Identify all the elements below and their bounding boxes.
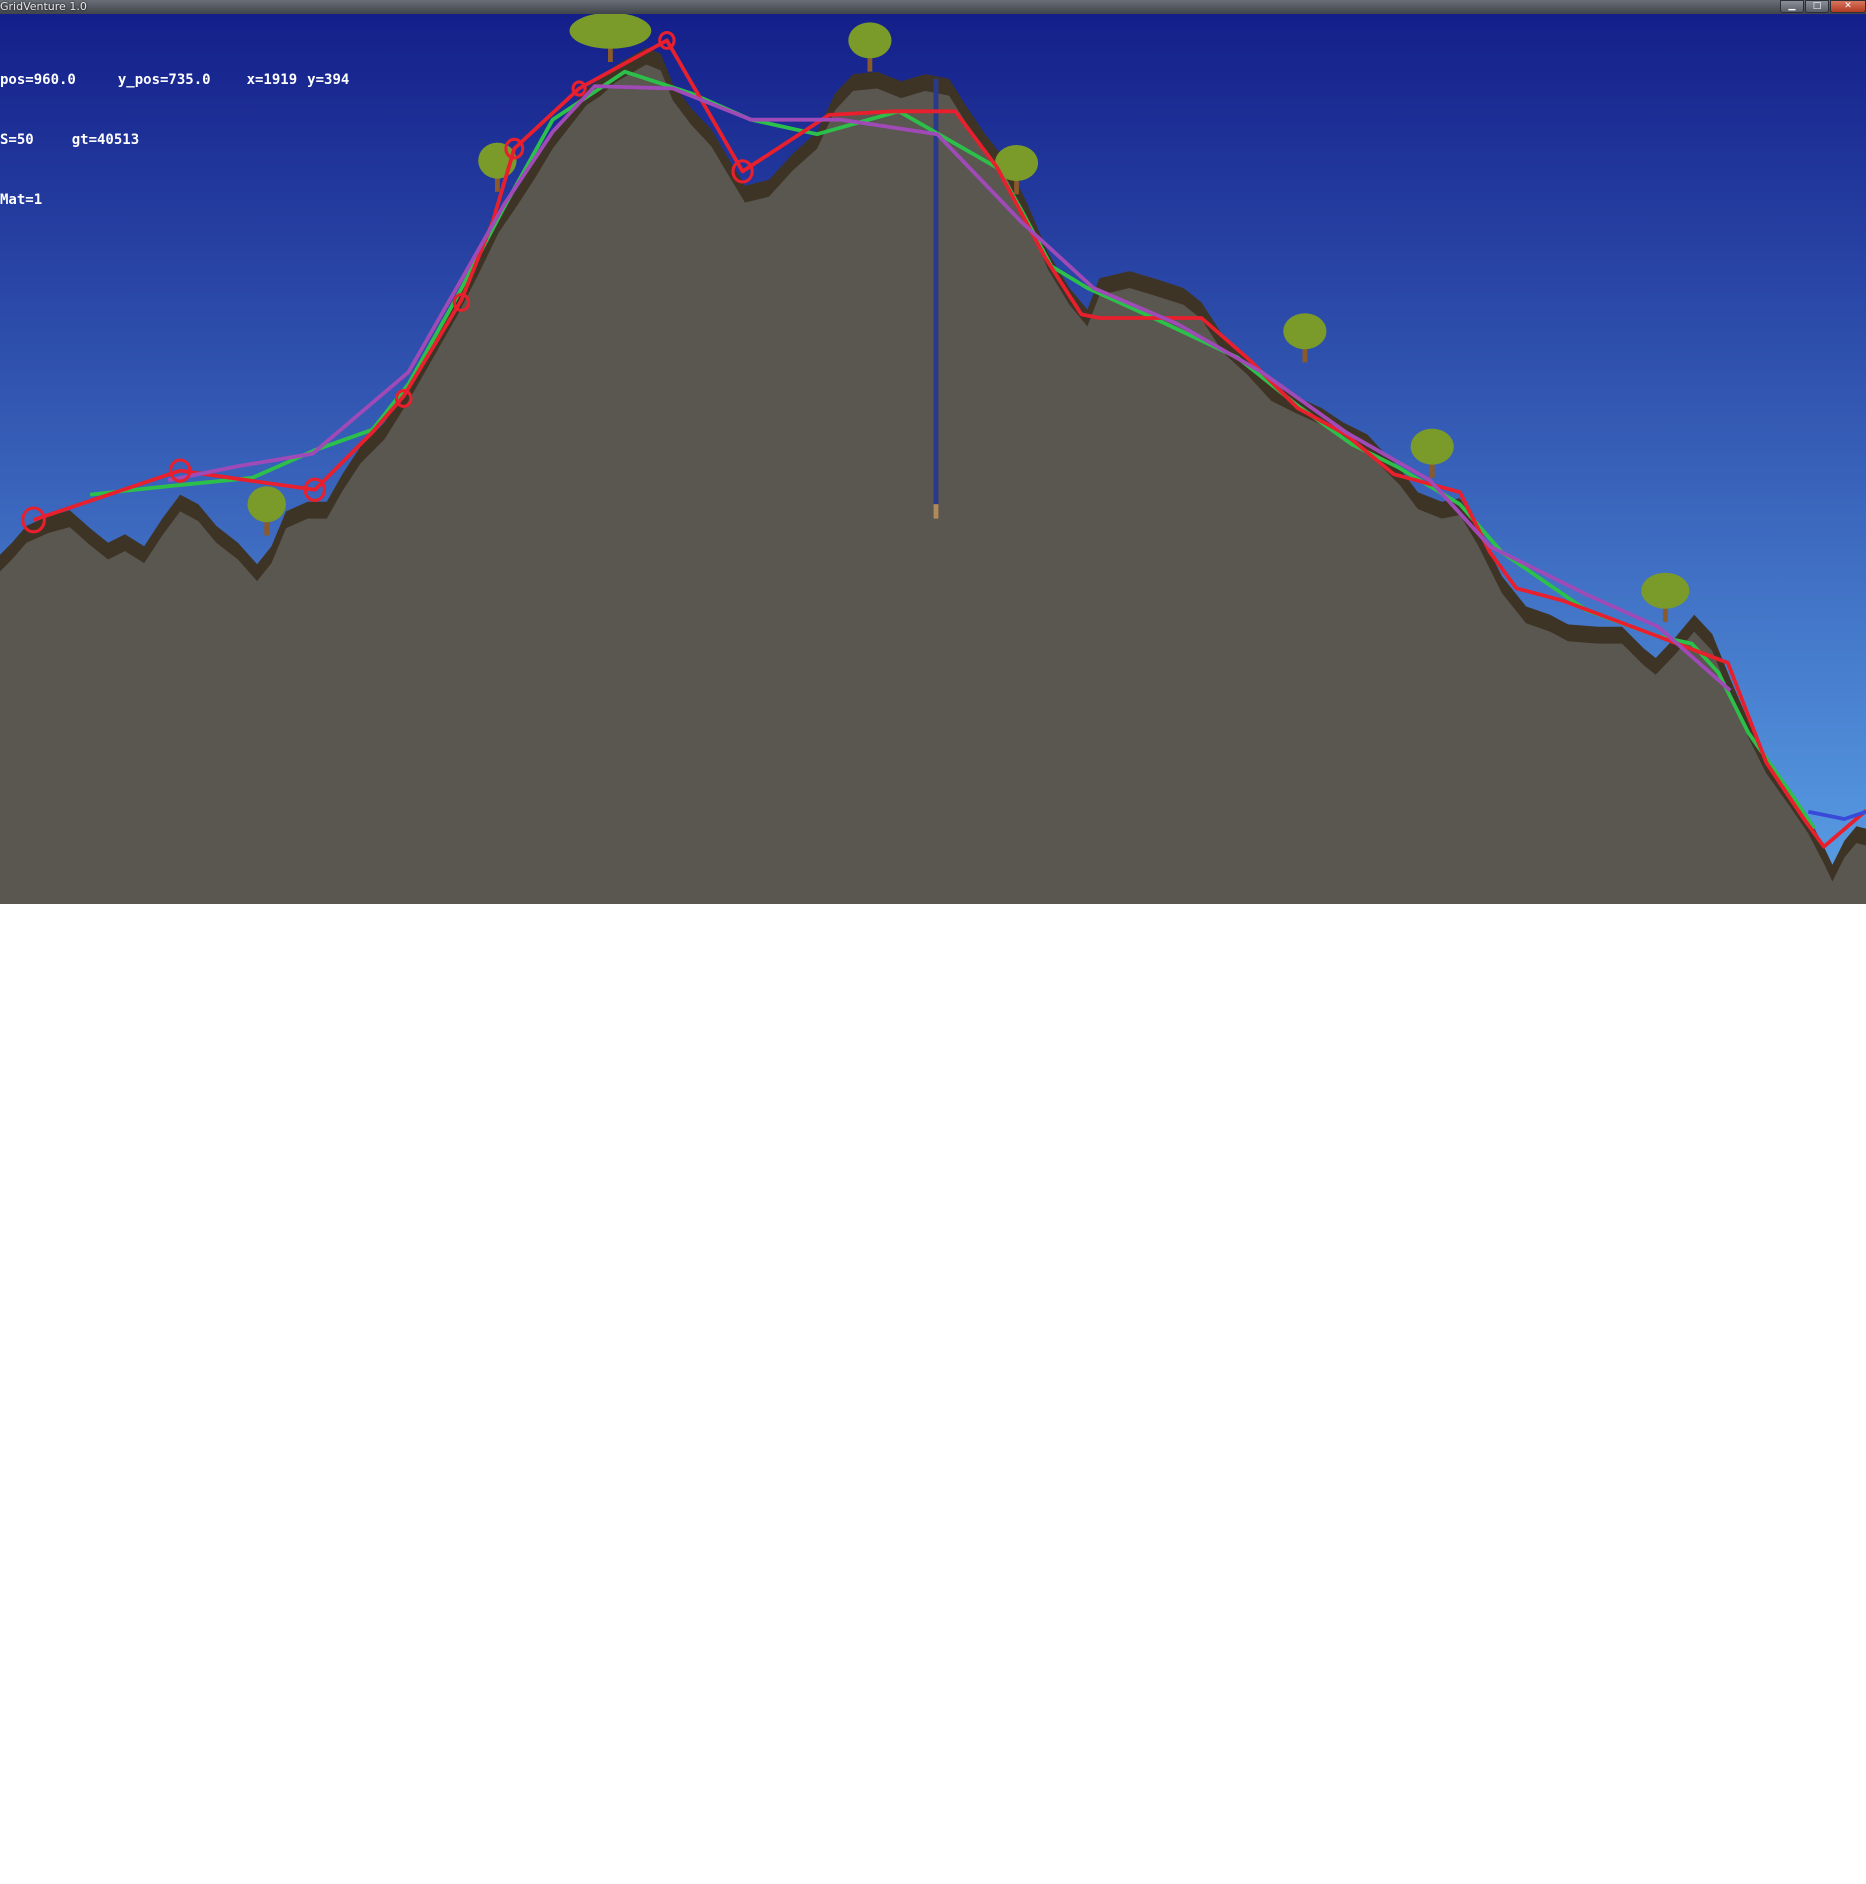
hud-x: x=1919 <box>246 72 298 88</box>
purple-path-line <box>167 84 1732 692</box>
marker-circle <box>452 292 471 312</box>
maximize-button[interactable]: □ <box>1805 0 1829 13</box>
tree-leaves <box>994 145 1039 181</box>
hud-y: y=394 <box>307 72 350 88</box>
marker-circles <box>21 30 754 534</box>
marker-circle <box>303 477 326 502</box>
hud-s: S=50 <box>0 132 34 148</box>
tree <box>848 22 892 72</box>
vertical-column <box>933 78 939 519</box>
tree <box>1641 572 1690 622</box>
column-shaft <box>933 78 939 505</box>
close-button[interactable]: ✕ <box>1830 0 1866 13</box>
marker-circle <box>731 159 754 184</box>
column-tip <box>933 504 939 519</box>
hud-y-pos: y_pos=735.0 <box>117 72 211 88</box>
window-titlebar[interactable]: GridVenture 1.0 ▁ □ ✕ <box>0 0 1866 14</box>
tree-leaves <box>1641 572 1690 609</box>
hud-row-position: pos=960.0 y_pos=735.0 x=1919 y=394 <box>0 70 349 90</box>
hud-gt: gt=40513 <box>71 132 140 148</box>
red-path-line <box>32 38 1866 849</box>
marker-circle <box>504 137 525 160</box>
marker-circle <box>169 458 192 483</box>
window-title: GridVenture 1.0 <box>0 0 87 13</box>
hud-row-material: Mat=1 <box>0 190 349 210</box>
trees <box>247 14 1690 622</box>
game-world[interactable] <box>0 14 1866 904</box>
tree-leaves <box>848 22 892 59</box>
tree-leaves <box>569 14 652 49</box>
tree <box>569 14 652 62</box>
hud-row-stats: S=50 gt=40513 <box>0 130 349 150</box>
tree <box>994 145 1039 195</box>
tree <box>1410 428 1454 478</box>
tree <box>247 486 286 536</box>
window-controls: ▁ □ ✕ <box>1779 0 1866 13</box>
path-overlay <box>32 38 1866 849</box>
blue-path-line <box>1807 809 1866 821</box>
marker-circle <box>21 506 46 534</box>
tree-leaves <box>1283 313 1327 350</box>
marker-circle <box>571 80 587 97</box>
debug-hud: pos=960.0 y_pos=735.0 x=1919 y=394 S=50 gt=4… <box>0 30 349 250</box>
tree-leaves <box>1410 428 1454 465</box>
game-viewport[interactable]: pos=960.0 y_pos=735.0 x=1919 y=394 S=50 gt=4… <box>0 14 1866 904</box>
tree <box>1283 313 1327 363</box>
minimize-button[interactable]: ▁ <box>1780 0 1804 13</box>
hud-mat: Mat=1 <box>0 192 43 208</box>
marker-circle <box>394 389 413 408</box>
tree-leaves <box>247 486 286 523</box>
hud-x-pos: pos=960.0 <box>0 72 76 88</box>
marker-circle <box>658 30 676 50</box>
terrain <box>0 47 1866 904</box>
rock-layer <box>0 64 1866 904</box>
